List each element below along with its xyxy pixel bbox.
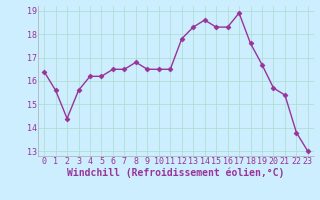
X-axis label: Windchill (Refroidissement éolien,°C): Windchill (Refroidissement éolien,°C) (67, 168, 285, 178)
